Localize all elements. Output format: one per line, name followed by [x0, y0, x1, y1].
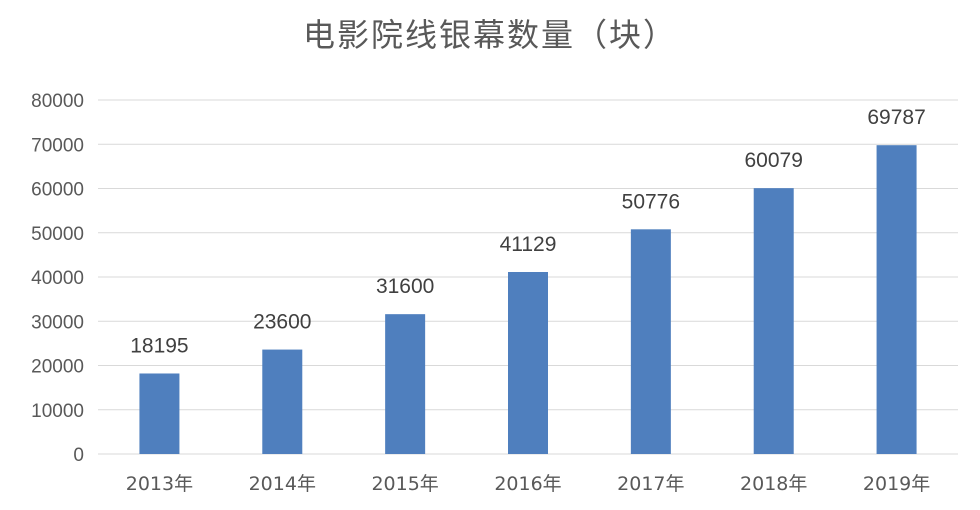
x-tick-label: 2016年 [494, 473, 561, 495]
y-tick-label: 70000 [31, 135, 84, 156]
bar [139, 373, 180, 454]
y-tick-label: 40000 [31, 268, 84, 289]
y-tick-label: 10000 [31, 401, 84, 422]
data-label: 69787 [867, 106, 925, 129]
bar [630, 229, 671, 454]
bar [508, 272, 548, 454]
y-tick-label: 50000 [31, 224, 84, 245]
y-tick-label: 0 [73, 445, 84, 466]
data-label: 50776 [622, 190, 680, 213]
data-label: 41129 [500, 233, 557, 256]
bar [876, 145, 917, 455]
data-label: 31600 [376, 275, 434, 298]
data-label: 23600 [253, 311, 311, 334]
x-tick-label: 2014年 [249, 473, 316, 495]
y-tick-label: 30000 [31, 312, 84, 333]
x-tick-label: 2017年 [617, 473, 684, 495]
chart-title: 电影院线银幕数量（块） [302, 16, 677, 54]
data-label: 18195 [130, 334, 188, 357]
x-tick-label: 2015年 [371, 473, 438, 495]
x-tick-label: 2013年 [126, 473, 193, 495]
bar [385, 314, 426, 454]
x-tick-label: 2019年 [863, 473, 930, 495]
y-tick-label: 60000 [31, 180, 84, 201]
y-tick-label: 80000 [31, 91, 84, 112]
y-tick-label: 20000 [31, 357, 84, 378]
bar [262, 349, 303, 454]
x-tick-label: 2018年 [740, 473, 807, 495]
bar [753, 188, 794, 454]
data-label: 60079 [745, 149, 803, 172]
